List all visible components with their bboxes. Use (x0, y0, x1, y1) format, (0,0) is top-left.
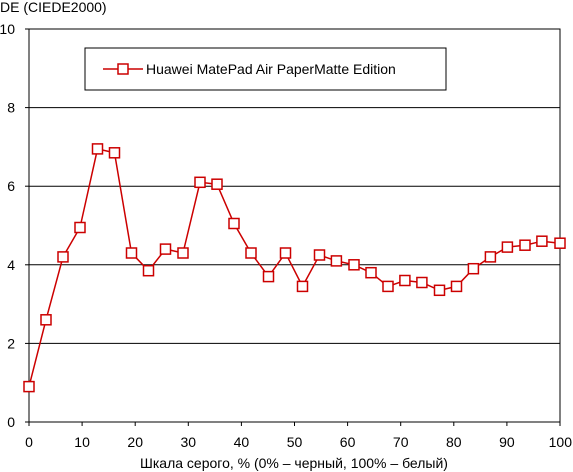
data-point (519, 239, 531, 251)
x-tick-label: 90 (499, 434, 515, 450)
data-point (433, 284, 446, 297)
data-point (108, 147, 121, 159)
data-point (330, 255, 343, 267)
data-point (450, 280, 463, 293)
data-point (467, 262, 480, 275)
legend-box (84, 47, 447, 91)
data-point (365, 266, 377, 279)
x-ticks: 0 10 20 30 40 50 60 70 80 90 100 (25, 422, 572, 450)
data-point (91, 143, 104, 155)
x-tick-label: 50 (287, 434, 303, 450)
data-point (211, 178, 223, 190)
x-axis-label: Шкала серого, % (0% – черный, 100% – бел… (140, 455, 448, 471)
data-point (23, 380, 35, 393)
x-tick-label: 80 (446, 434, 462, 450)
data-point (416, 276, 428, 289)
series-layer (23, 143, 566, 393)
data-point (125, 247, 138, 259)
data-point (245, 247, 257, 259)
legend-marker (117, 63, 129, 75)
data-point (142, 264, 155, 277)
data-point (348, 259, 360, 271)
data-point (484, 251, 497, 263)
data-point (159, 243, 172, 255)
data-point (40, 314, 52, 326)
data-point (279, 247, 292, 259)
legend: Huawei MatePad Air PaperMatte Edition (84, 47, 447, 91)
data-point (382, 280, 394, 293)
y-tick-label: 2 (7, 335, 15, 351)
x-tick-label: 40 (234, 434, 250, 450)
y-tick-label: 4 (7, 257, 15, 273)
data-point (536, 235, 548, 247)
y-tick-label: 6 (7, 178, 15, 194)
y-axis-label: DE (CIEDE2000) (0, 0, 107, 15)
data-point (177, 247, 189, 259)
legend-label: Huawei MatePad Air PaperMatte Edition (146, 61, 396, 77)
x-tick-label: 0 (25, 434, 33, 450)
x-tick-label: 70 (393, 434, 409, 450)
data-point (228, 217, 240, 230)
data-point (262, 270, 275, 283)
x-tick-label: 20 (127, 434, 143, 450)
x-tick-label: 60 (340, 434, 356, 450)
y-tick-label: 0 (7, 414, 15, 430)
y-tick-label: 10 (0, 21, 15, 37)
y-tick-label: 8 (7, 100, 15, 116)
data-point (74, 221, 86, 234)
data-point (296, 280, 309, 293)
data-point (313, 249, 326, 261)
data-point (501, 241, 514, 253)
x-tick-label: 30 (181, 434, 197, 450)
data-point (399, 274, 411, 287)
data-point (57, 251, 69, 263)
x-tick-label: 100 (549, 434, 573, 450)
data-point (554, 237, 566, 249)
y-ticks: 0 2 4 6 8 10 (0, 21, 29, 430)
data-point (194, 176, 206, 189)
plot-area (28, 28, 561, 423)
x-tick-label: 10 (74, 434, 90, 450)
